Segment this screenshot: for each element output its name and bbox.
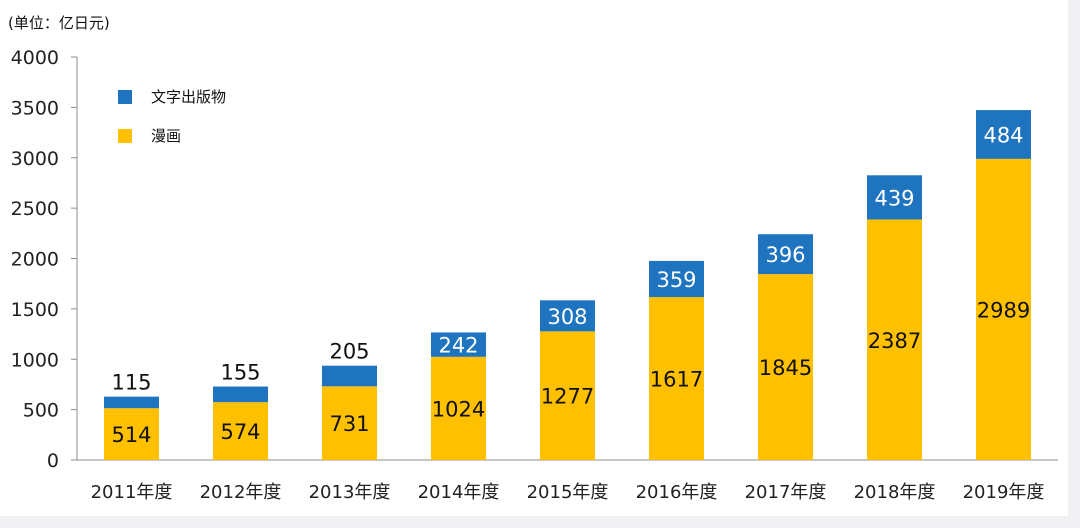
data-label-text-publication: 439 bbox=[874, 186, 914, 210]
y-tick-label: 2000 bbox=[11, 249, 59, 271]
x-tick-label: 2018年度 bbox=[854, 482, 936, 503]
bar-text-publication bbox=[976, 110, 1031, 159]
legend-label: 漫画 bbox=[151, 127, 181, 145]
data-label-text-publication: 359 bbox=[656, 268, 696, 292]
data-label-text-publication: 308 bbox=[547, 305, 587, 329]
bar-text-publication bbox=[431, 332, 486, 357]
x-axis: 2011年度 2012年度 2013年度 2014年度 2015年度 2016年度 2017… bbox=[77, 459, 1058, 503]
bar-text-publication bbox=[649, 260, 704, 298]
bar-manga bbox=[758, 274, 813, 460]
unit-label: (单位：亿日元) bbox=[8, 14, 110, 32]
bar-manga bbox=[976, 158, 1031, 460]
bar-manga bbox=[867, 219, 922, 460]
x-tick-label: 2016年度 bbox=[636, 482, 718, 503]
data-label-manga: 1024 bbox=[432, 397, 485, 421]
y-tick-label: 1000 bbox=[11, 349, 59, 371]
x-tick-label: 2017年度 bbox=[745, 482, 827, 503]
bar-text-publication bbox=[758, 234, 813, 275]
legend-swatch bbox=[118, 90, 132, 104]
y-axis: 0 500 1000 1500 2000 2500 3000 3500 4000 bbox=[11, 47, 78, 472]
bar-text-publication bbox=[322, 365, 377, 387]
y-tick-label: 0 bbox=[47, 450, 59, 472]
data-label-text-publication: 242 bbox=[438, 334, 478, 358]
bar-text-publication bbox=[867, 175, 922, 220]
bar-manga bbox=[213, 402, 268, 460]
data-label-manga: 1277 bbox=[541, 385, 594, 409]
legend-swatch bbox=[118, 129, 132, 143]
data-label-text-publication: 396 bbox=[765, 243, 805, 267]
data-label-manga: 731 bbox=[329, 412, 369, 436]
x-tick-label: 2013年度 bbox=[309, 482, 391, 503]
x-tick-label: 2019年度 bbox=[963, 482, 1045, 503]
data-label-text-publication: 484 bbox=[983, 123, 1023, 147]
data-label-manga: 1617 bbox=[650, 368, 703, 392]
bar-text-publication bbox=[540, 300, 595, 332]
y-tick-label: 4000 bbox=[11, 47, 59, 69]
bar-manga bbox=[104, 408, 159, 460]
bar-manga bbox=[540, 331, 595, 460]
bars: 514 115 574 155 731 205 1024 242 1277 308 1617 359 1… bbox=[104, 110, 1031, 460]
bar-manga bbox=[322, 386, 377, 460]
x-tick-label: 2011年度 bbox=[91, 482, 173, 503]
data-label-text-publication: 115 bbox=[111, 371, 151, 395]
bar-manga bbox=[431, 356, 486, 460]
bar-text-publication bbox=[213, 386, 268, 403]
y-tick-label: 2500 bbox=[11, 198, 59, 220]
y-tick-label: 3500 bbox=[11, 97, 59, 119]
x-tick-label: 2012年度 bbox=[200, 482, 282, 503]
data-label-manga: 2387 bbox=[868, 329, 921, 353]
data-label-manga: 2989 bbox=[977, 298, 1030, 322]
chart-card: (单位：亿日元) 0 500 1000 1500 2000 2500 3000 3500 400… bbox=[0, 0, 1068, 516]
data-label-text-publication: 205 bbox=[329, 340, 369, 364]
data-label-manga: 1845 bbox=[759, 356, 812, 380]
data-label-text-publication: 155 bbox=[220, 361, 260, 385]
y-tick-label: 3000 bbox=[11, 148, 59, 170]
x-tick-label: 2015年度 bbox=[527, 482, 609, 503]
x-tick-label: 2014年度 bbox=[418, 482, 500, 503]
data-label-manga: 574 bbox=[220, 420, 260, 444]
data-label-manga: 514 bbox=[111, 423, 151, 447]
bar-text-publication bbox=[104, 396, 159, 409]
bar-manga bbox=[649, 297, 704, 460]
y-tick-label: 1500 bbox=[11, 299, 59, 321]
y-tick-label: 500 bbox=[23, 400, 59, 422]
legend-label: 文字出版物 bbox=[151, 88, 226, 106]
